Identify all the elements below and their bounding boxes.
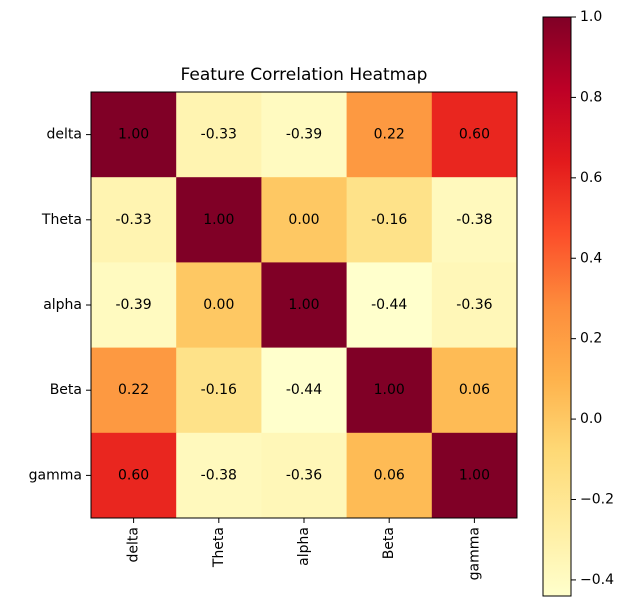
y-tick-label: Theta — [41, 212, 82, 228]
x-tick-label: delta — [126, 527, 142, 562]
cell — [261, 92, 348, 178]
cell-label: 0.22 — [374, 127, 405, 143]
cell — [346, 92, 433, 178]
colorbar-tick-label: −0.4 — [580, 572, 614, 588]
cell — [261, 177, 348, 263]
y-tick-label: alpha — [43, 297, 82, 313]
cell — [346, 432, 433, 519]
cell — [346, 177, 433, 263]
cell — [431, 432, 518, 519]
cell — [431, 262, 518, 349]
cell-label: -0.44 — [371, 297, 407, 313]
x-tick-label: alpha — [296, 527, 312, 566]
cell — [91, 432, 177, 519]
cell-label: 1.00 — [459, 467, 490, 483]
cell-label: 0.06 — [374, 467, 405, 483]
cell-label: 1.00 — [288, 297, 319, 313]
colorbar-tick-label: −0.2 — [580, 492, 614, 508]
colorbar-tick-label: 0.6 — [580, 170, 602, 186]
y-tick-label: Beta — [50, 382, 82, 398]
cell-label: -0.36 — [286, 467, 322, 483]
cell — [346, 347, 433, 434]
x-tick-label: Theta — [211, 527, 227, 568]
cell-label: -0.44 — [286, 382, 322, 398]
cell — [431, 347, 518, 434]
cell — [176, 92, 262, 178]
cell-label: 0.00 — [203, 297, 234, 313]
cell — [91, 177, 177, 263]
x-tick-label: gamma — [466, 527, 482, 580]
cell — [346, 262, 433, 349]
cell — [176, 177, 262, 263]
cell-label: -0.33 — [115, 212, 151, 228]
cell-label: -0.16 — [201, 382, 237, 398]
cell-label: -0.16 — [371, 212, 407, 228]
cell-label: 1.00 — [118, 127, 149, 143]
cell-label: -0.38 — [456, 212, 492, 228]
cell-label: 0.06 — [459, 382, 490, 398]
colorbar-tick-label: 0.4 — [580, 250, 602, 266]
cell-label: 0.60 — [118, 467, 149, 483]
cell — [431, 92, 518, 178]
cell-label: 1.00 — [374, 382, 405, 398]
cell-label: -0.38 — [201, 467, 237, 483]
y-tick-label: delta — [47, 127, 82, 143]
cell — [91, 347, 177, 434]
cell-label: 1.00 — [203, 212, 234, 228]
cell — [176, 347, 262, 434]
cell — [431, 177, 518, 263]
cell — [176, 262, 262, 349]
colorbar-tick-label: 0.2 — [580, 331, 602, 347]
cell-label: 0.60 — [459, 127, 490, 143]
x-tick-label: Beta — [381, 527, 397, 559]
y-tick-label: gamma — [29, 467, 82, 483]
chart-title: Feature Correlation Heatmap — [181, 65, 428, 85]
cell — [176, 432, 262, 519]
colorbar-tick-label: 1.0 — [580, 9, 602, 25]
cell-label: -0.33 — [201, 127, 237, 143]
colorbar-tick-label: 0.8 — [580, 89, 602, 105]
cell — [261, 262, 348, 349]
cell — [91, 262, 177, 349]
colorbar — [542, 16, 572, 597]
cell-label: -0.39 — [286, 127, 322, 143]
cell-label: -0.36 — [456, 297, 492, 313]
cell — [261, 347, 348, 434]
cell — [91, 92, 177, 178]
cell-label: 0.22 — [118, 382, 149, 398]
cell — [261, 432, 348, 519]
colorbar-tick-label: 0.0 — [580, 411, 602, 427]
cell-label: -0.39 — [115, 297, 151, 313]
cell-label: 0.00 — [288, 212, 319, 228]
